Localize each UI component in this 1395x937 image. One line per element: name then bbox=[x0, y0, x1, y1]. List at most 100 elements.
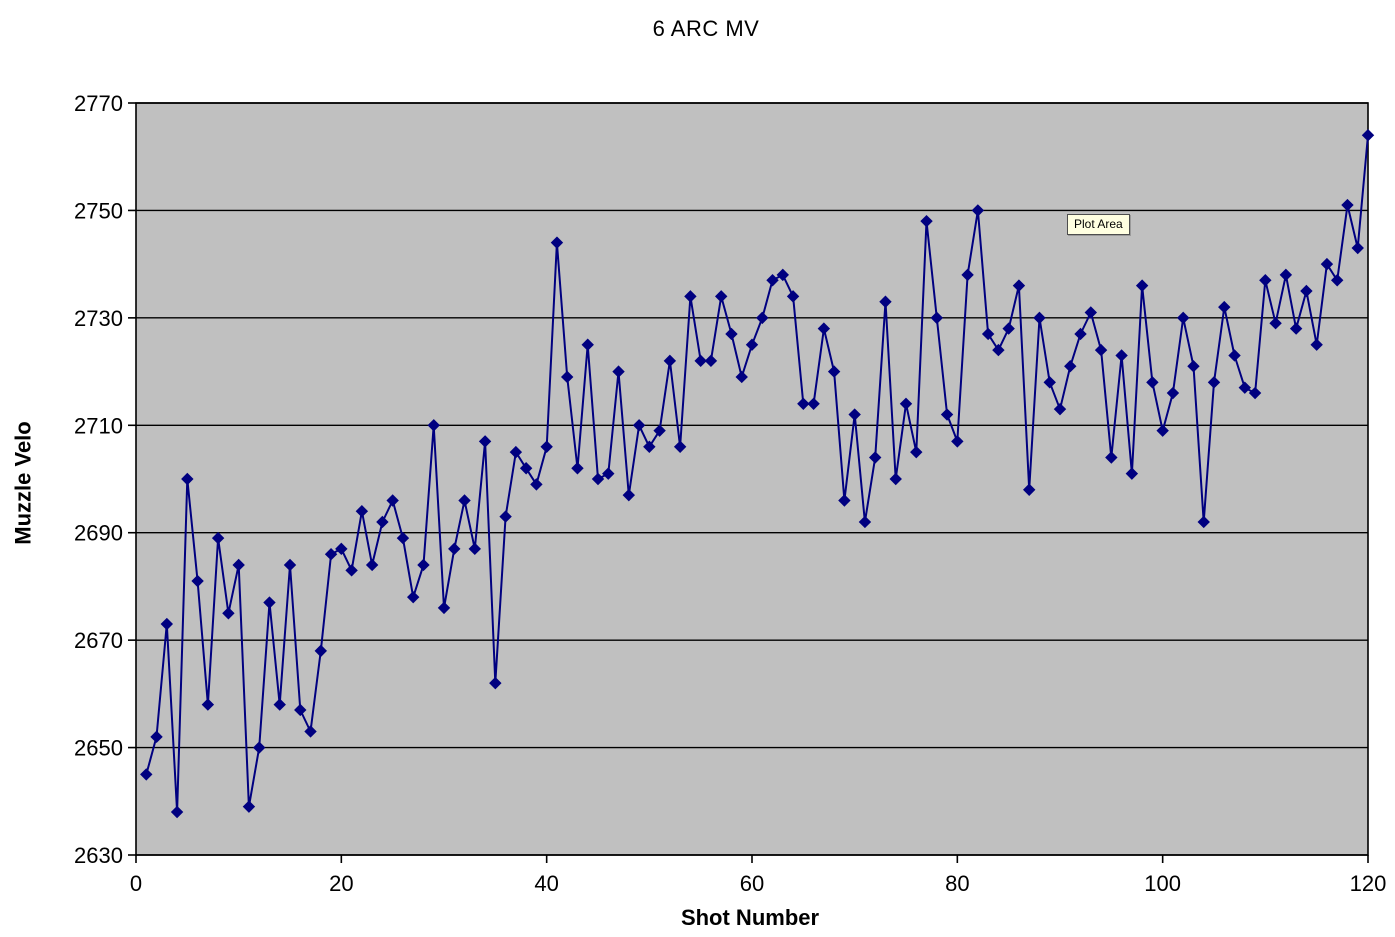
data-point[interactable] bbox=[622, 488, 636, 502]
data-point[interactable] bbox=[602, 467, 615, 480]
data-point[interactable] bbox=[191, 574, 204, 588]
data-point[interactable] bbox=[468, 542, 482, 556]
data-point[interactable] bbox=[386, 494, 399, 507]
data-point[interactable] bbox=[961, 268, 974, 282]
data-point[interactable] bbox=[417, 558, 430, 572]
data-point[interactable] bbox=[294, 703, 307, 717]
data-point[interactable] bbox=[335, 542, 348, 556]
data-point[interactable] bbox=[406, 590, 420, 604]
data-point[interactable] bbox=[981, 327, 995, 341]
data-point[interactable] bbox=[745, 338, 759, 351]
data-point[interactable] bbox=[1248, 386, 1262, 400]
data-point[interactable] bbox=[612, 365, 625, 378]
data-point[interactable] bbox=[1156, 424, 1169, 437]
data-point[interactable] bbox=[1269, 317, 1282, 330]
data-point[interactable] bbox=[1361, 129, 1375, 142]
data-point[interactable] bbox=[1166, 386, 1180, 400]
data-point[interactable] bbox=[222, 607, 235, 620]
data-point[interactable] bbox=[725, 327, 738, 341]
data-point[interactable] bbox=[211, 531, 225, 545]
data-point[interactable] bbox=[1187, 359, 1200, 373]
data-point[interactable] bbox=[992, 343, 1005, 357]
data-point[interactable] bbox=[396, 531, 410, 545]
data-point[interactable] bbox=[673, 440, 687, 453]
data-point[interactable] bbox=[868, 451, 882, 464]
data-point[interactable] bbox=[365, 558, 379, 572]
data-point[interactable] bbox=[756, 311, 769, 325]
data-point[interactable] bbox=[1259, 274, 1272, 287]
data-point[interactable] bbox=[1218, 300, 1231, 314]
data-point[interactable] bbox=[643, 440, 656, 453]
data-point[interactable] bbox=[1176, 311, 1190, 325]
data-point[interactable] bbox=[1012, 279, 1026, 292]
data-point[interactable] bbox=[591, 472, 605, 486]
data-point[interactable] bbox=[478, 435, 492, 448]
data-point[interactable] bbox=[150, 730, 163, 744]
data-point[interactable] bbox=[140, 768, 153, 781]
data-point[interactable] bbox=[1033, 311, 1046, 325]
data-point[interactable] bbox=[273, 698, 286, 711]
data-point[interactable] bbox=[951, 435, 964, 448]
data-point[interactable] bbox=[1053, 402, 1067, 416]
data-point[interactable] bbox=[170, 805, 184, 819]
data-point[interactable] bbox=[817, 322, 831, 335]
data-point[interactable] bbox=[499, 510, 512, 523]
data-point[interactable] bbox=[889, 472, 902, 486]
data-point[interactable] bbox=[242, 800, 256, 813]
data-point[interactable] bbox=[1197, 515, 1210, 529]
data-point[interactable] bbox=[1135, 279, 1149, 292]
data-point[interactable] bbox=[1207, 376, 1221, 389]
data-point[interactable] bbox=[766, 274, 779, 287]
data-point[interactable] bbox=[797, 397, 810, 411]
data-point[interactable] bbox=[263, 596, 276, 609]
data-point[interactable] bbox=[1300, 284, 1313, 298]
data-point[interactable] bbox=[550, 236, 564, 249]
data-point[interactable] bbox=[1351, 241, 1364, 255]
data-point[interactable] bbox=[1310, 338, 1323, 351]
data-point[interactable] bbox=[940, 408, 954, 421]
data-point[interactable] bbox=[560, 370, 574, 384]
data-point[interactable] bbox=[489, 676, 502, 690]
data-point[interactable] bbox=[530, 478, 543, 491]
data-point[interactable] bbox=[448, 542, 461, 556]
data-point[interactable] bbox=[1084, 306, 1098, 319]
data-point[interactable] bbox=[437, 601, 451, 615]
data-point[interactable] bbox=[1094, 343, 1108, 357]
data-point[interactable] bbox=[930, 311, 944, 325]
data-point[interactable] bbox=[304, 725, 317, 738]
data-point[interactable] bbox=[1022, 483, 1036, 496]
data-point[interactable] bbox=[838, 494, 851, 507]
data-point[interactable] bbox=[848, 408, 861, 421]
data-point[interactable] bbox=[920, 214, 933, 228]
data-point[interactable] bbox=[1146, 376, 1159, 389]
data-point[interactable] bbox=[1238, 381, 1252, 394]
data-point[interactable] bbox=[735, 370, 748, 384]
data-point[interactable] bbox=[910, 445, 923, 459]
data-point[interactable] bbox=[694, 354, 707, 368]
data-point[interactable] bbox=[807, 397, 820, 411]
data-point[interactable] bbox=[1115, 349, 1128, 362]
data-point[interactable] bbox=[160, 617, 174, 631]
data-point[interactable] bbox=[519, 462, 533, 475]
data-point[interactable] bbox=[1341, 198, 1354, 212]
data-point[interactable] bbox=[776, 268, 790, 282]
data-point[interactable] bbox=[581, 338, 594, 351]
plot-area[interactable] bbox=[136, 103, 1368, 855]
data-point[interactable] bbox=[1105, 451, 1118, 464]
data-point[interactable] bbox=[1043, 376, 1056, 389]
data-point[interactable] bbox=[201, 698, 215, 711]
data-point[interactable] bbox=[1228, 349, 1241, 362]
data-point[interactable] bbox=[1074, 327, 1087, 341]
data-point[interactable] bbox=[1125, 467, 1139, 480]
data-point[interactable] bbox=[283, 558, 297, 572]
data-point[interactable] bbox=[714, 290, 728, 303]
data-point[interactable] bbox=[345, 564, 358, 577]
data-point[interactable] bbox=[458, 494, 471, 507]
data-point[interactable] bbox=[181, 472, 194, 486]
data-point[interactable] bbox=[1330, 274, 1344, 287]
data-point[interactable] bbox=[663, 354, 677, 368]
data-point[interactable] bbox=[786, 290, 800, 303]
data-point[interactable] bbox=[632, 419, 646, 432]
data-point[interactable] bbox=[1289, 322, 1303, 335]
